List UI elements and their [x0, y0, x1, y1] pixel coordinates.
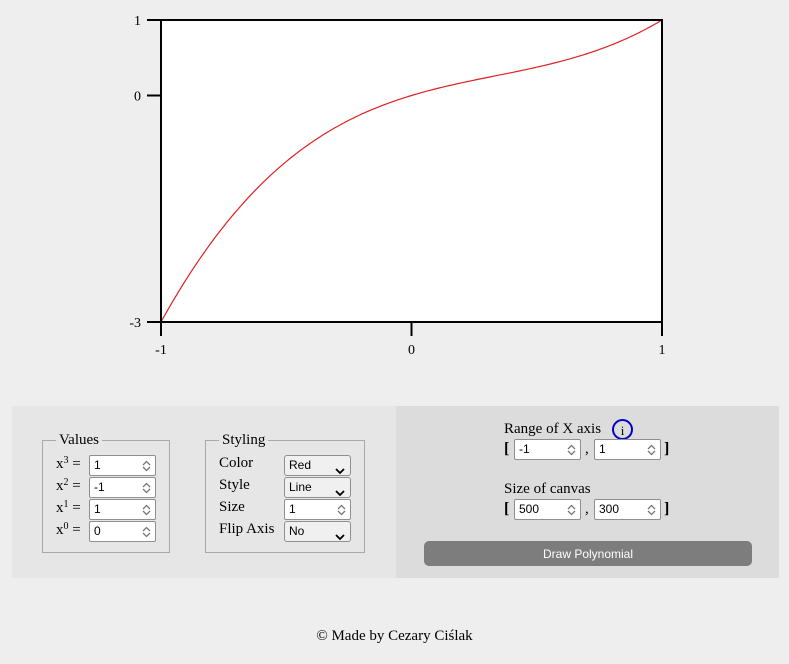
spinner-icon[interactable]	[335, 502, 347, 517]
size-label: Size	[219, 499, 245, 515]
spinner-icon[interactable]	[140, 480, 152, 495]
canvas-width-value: 500	[519, 502, 540, 516]
values-fieldset: Values	[42, 432, 170, 553]
range-open-bracket: [	[504, 440, 510, 457]
x0-value: 0	[94, 524, 101, 538]
flip-axis-select[interactable]: No	[284, 521, 351, 542]
chevron-down-icon	[335, 528, 345, 547]
range-separator: ,	[585, 441, 589, 457]
y-tick-label: 1	[134, 14, 141, 29]
x1-label: x1 =	[56, 499, 81, 517]
x3-value: 1	[94, 458, 101, 472]
spinner-icon[interactable]	[565, 502, 577, 517]
range-min-input[interactable]: -1	[514, 439, 581, 460]
spinner-icon[interactable]	[140, 524, 152, 539]
x2-input[interactable]: -1	[89, 477, 156, 498]
draw-polynomial-button[interactable]: Draw Polynomial	[424, 541, 752, 566]
x0-label: x0 =	[56, 521, 81, 539]
color-label: Color	[219, 455, 254, 471]
canvas-close-bracket: ]	[664, 500, 670, 517]
polynomial-curve	[160, 19, 663, 323]
flip-axis-select-value: No	[289, 524, 305, 538]
x-tick-label: 0	[408, 343, 415, 358]
range-close-bracket: ]	[664, 440, 670, 457]
styling-legend: Styling	[222, 432, 266, 448]
plot-area	[161, 20, 662, 322]
canvas-separator: ,	[585, 501, 589, 517]
canvas-height-value: 300	[599, 502, 620, 516]
spinner-icon[interactable]	[140, 502, 152, 517]
x3-label: x3 =	[56, 455, 81, 473]
x2-value: -1	[94, 480, 105, 494]
flip-axis-label: Flip Axis	[219, 521, 275, 537]
x2-label: x2 =	[56, 477, 81, 495]
color-select-value: Red	[289, 458, 312, 472]
range-min-value: -1	[519, 442, 530, 456]
size-value: 1	[289, 502, 296, 516]
chevron-down-icon	[335, 484, 345, 503]
spinner-icon[interactable]	[140, 458, 152, 473]
size-input[interactable]: 1	[284, 499, 351, 520]
style-select[interactable]: Line	[284, 477, 351, 498]
spinner-icon[interactable]	[645, 502, 657, 517]
x3-input[interactable]: 1	[89, 455, 156, 476]
x-tick-label: -1	[155, 343, 167, 358]
style-select-value: Line	[289, 480, 312, 494]
styling-fieldset: Styling	[205, 432, 365, 553]
info-icon[interactable]: i	[612, 419, 633, 440]
canvas-size-label: Size of canvas	[504, 481, 591, 497]
x0-input[interactable]: 0	[89, 521, 156, 542]
y-tick-label: 0	[134, 90, 141, 105]
color-select[interactable]: Red	[284, 455, 351, 476]
x1-value: 1	[94, 502, 101, 516]
spinner-icon[interactable]	[645, 442, 657, 457]
range-max-value: 1	[599, 442, 606, 456]
x-tick-label: 1	[659, 343, 666, 358]
polynomial-plot: 1 0 -3 -1 0 1	[129, 14, 666, 358]
x1-input[interactable]: 1	[89, 499, 156, 520]
spinner-icon[interactable]	[565, 442, 577, 457]
values-legend: Values	[59, 432, 99, 448]
style-label: Style	[219, 477, 250, 493]
canvas-width-input[interactable]: 500	[514, 499, 581, 520]
canvas-height-input[interactable]: 300	[594, 499, 661, 520]
canvas-open-bracket: [	[504, 500, 510, 517]
range-max-input[interactable]: 1	[594, 439, 661, 460]
footer-credit: © Made by Cezary Ciślak	[316, 628, 473, 644]
chevron-down-icon	[335, 462, 345, 481]
y-tick-label: -3	[129, 316, 141, 331]
range-label: Range of X axis	[504, 421, 602, 437]
